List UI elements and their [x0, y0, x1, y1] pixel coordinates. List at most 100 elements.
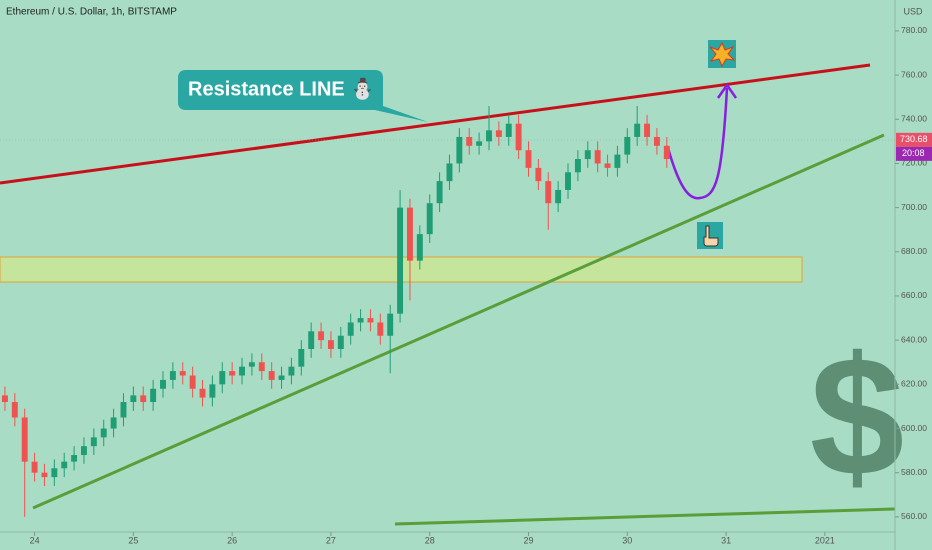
- last-price-label: 730.68: [900, 134, 928, 144]
- candle-body: [436, 181, 443, 204]
- candle-body: [130, 395, 137, 403]
- last-price-box: [896, 132, 932, 147]
- candle-body: [594, 150, 601, 164]
- candle-body: [258, 362, 265, 372]
- candle-body: [555, 189, 562, 204]
- candle-body: [357, 318, 364, 323]
- candle-body: [179, 371, 186, 376]
- candle-body: [288, 366, 295, 376]
- x-tick-label: 31: [721, 535, 731, 545]
- candle-body: [229, 371, 236, 376]
- candle-body: [209, 384, 216, 398]
- candle-body: [574, 159, 581, 173]
- candle-body: [51, 468, 58, 478]
- candle-body: [456, 136, 463, 164]
- candle-body: [644, 123, 651, 137]
- callout-box: [178, 70, 428, 122]
- x-tick-label: 2021: [815, 535, 835, 545]
- candle-body: [535, 167, 542, 182]
- candle-body: [81, 446, 87, 456]
- y-tick-label: 760.00: [901, 69, 927, 79]
- candle-body: [189, 375, 196, 389]
- candle-body: [426, 203, 433, 235]
- candle-body: [239, 366, 245, 376]
- candle-body: [604, 163, 611, 168]
- candle-body: [416, 234, 423, 261]
- candle-body: [90, 437, 97, 447]
- y-tick-label: 620.00: [901, 379, 927, 389]
- y-tick-label: 560.00: [901, 511, 927, 521]
- dollar-icon: $: [810, 322, 905, 512]
- candle-body: [110, 417, 117, 429]
- y-tick-label: 580.00: [901, 467, 927, 477]
- x-tick-label: 29: [523, 535, 533, 545]
- candle-body: [466, 136, 473, 146]
- candle-body: [298, 348, 305, 367]
- candle-body: [140, 395, 147, 403]
- candle-body: [150, 388, 157, 403]
- candle-body: [446, 163, 453, 182]
- candle-body: [397, 207, 404, 314]
- y-tick-label: 700.00: [901, 202, 927, 212]
- candle-body: [169, 371, 176, 380]
- candle-body: [318, 331, 325, 341]
- candle-body: [71, 455, 78, 462]
- candle-body: [377, 322, 384, 336]
- candle-body: [11, 402, 18, 418]
- y-axis-label: USD: [903, 6, 923, 16]
- candle-body: [525, 150, 532, 168]
- candle-body: [634, 123, 641, 137]
- candle-body: [248, 362, 255, 367]
- candle-body: [199, 388, 206, 398]
- candle-body: [515, 123, 522, 151]
- y-tick-label: 660.00: [901, 290, 927, 300]
- x-tick-label: 30: [622, 535, 632, 545]
- projection-curve: [666, 87, 729, 200]
- support-line: [32, 133, 885, 510]
- y-tick-label: 640.00: [901, 334, 927, 344]
- candle-body: [614, 154, 621, 168]
- chart-title: Ethereum / U.S. Dollar, 1h, BITSTAMP: [6, 7, 177, 18]
- candle-body: [100, 428, 107, 438]
- candle-body: [584, 150, 591, 160]
- candles: [1, 106, 670, 517]
- countdown-box: [896, 146, 932, 161]
- countdown-label: 20:08: [902, 148, 925, 158]
- candle-body: [347, 322, 354, 336]
- resistance-line: [0, 63, 871, 185]
- candle-body: [486, 130, 492, 142]
- candle-body: [337, 335, 344, 349]
- candle-body: [219, 371, 226, 385]
- projection-arrow: [716, 82, 738, 99]
- x-tick-label: 27: [326, 535, 336, 545]
- candle-body: [653, 136, 660, 146]
- y-tick-label: 720.00: [901, 158, 927, 168]
- callout-text: Resistance LINE ⛄: [188, 76, 375, 100]
- candle-body: [565, 172, 571, 190]
- candle-body: [61, 461, 68, 469]
- x-tick-label: 26: [227, 535, 237, 545]
- y-tick-label: 680.00: [901, 246, 927, 256]
- candle-body: [663, 145, 670, 160]
- x-tick-label: 24: [30, 535, 40, 545]
- candle-body: [21, 417, 28, 462]
- x-tick-label: 25: [128, 535, 138, 545]
- candle-body: [120, 402, 127, 418]
- candle-body: [278, 375, 285, 380]
- candle-body: [1, 395, 8, 403]
- lower-line: [394, 507, 896, 526]
- candle-body: [268, 371, 275, 380]
- hand-shape: [703, 225, 719, 247]
- candle-body: [387, 313, 394, 336]
- candle-body: [31, 461, 38, 473]
- candle-body: [308, 331, 315, 349]
- candle-body: [367, 318, 374, 323]
- candle-body: [505, 123, 512, 137]
- candle-body: [41, 472, 48, 478]
- candle-body: [495, 130, 502, 137]
- candle-body: [476, 141, 483, 146]
- candle-body: [545, 181, 552, 204]
- x-tick-label: 28: [425, 535, 435, 545]
- candle-body: [406, 207, 413, 261]
